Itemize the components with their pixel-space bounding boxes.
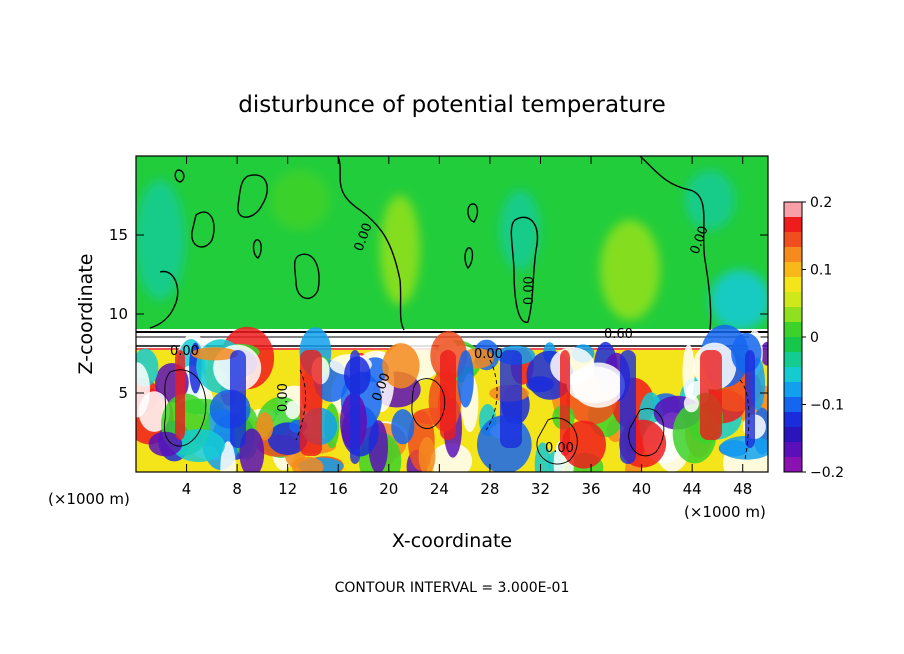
chart-title: disturbunce of potential temperature: [238, 92, 666, 118]
contour-label: 0.00: [276, 383, 291, 412]
field-plume: [230, 350, 246, 448]
y-axis-label: Z-coordinate: [75, 254, 97, 375]
x-tick-label: 40: [632, 480, 651, 498]
field-plume: [350, 350, 360, 464]
x-tick-label: 16: [329, 480, 348, 498]
field-blob: [136, 362, 151, 418]
upper-field: [136, 156, 768, 332]
y-tick-label: 15: [109, 226, 128, 244]
colorbar-segment: [784, 442, 802, 458]
lower-contour-lines: [163, 359, 750, 465]
colorbar-segment: [784, 322, 802, 338]
colorbar-segment: [784, 262, 802, 278]
x-unit-left: (×1000 m): [48, 490, 130, 508]
x-tick-label: 36: [581, 480, 600, 498]
field-plume: [300, 350, 322, 456]
field-blob: [430, 442, 473, 472]
colorbar-tick-label: 0: [810, 330, 819, 346]
field-blob: [682, 344, 695, 400]
field-plume: [745, 350, 755, 448]
field-plume: [500, 350, 522, 448]
field-blob: [418, 437, 436, 472]
colorbar-ticks: 0.2 0.1 0 −0.1 −0.2: [802, 195, 844, 481]
contour-interval-note: CONTOUR INTERVAL = 3.000E-01: [335, 580, 570, 596]
field-plume: [700, 350, 722, 440]
y-tick-label: 5: [118, 384, 128, 402]
field-blob: [148, 431, 183, 457]
y-tick-label: 10: [109, 305, 128, 323]
x-tick-label: 44: [683, 480, 702, 498]
colorbar-segment: [784, 307, 802, 323]
field-blob: [292, 456, 324, 472]
field-blob: [534, 442, 551, 472]
colorbar-tick-label: −0.2: [810, 465, 844, 481]
x-tick-label: 8: [232, 480, 242, 498]
colorbar-segment: [784, 292, 802, 308]
colorbar-segment: [784, 202, 802, 218]
x-axis-label: X-coordinate: [392, 530, 512, 552]
colorbar: [784, 202, 802, 473]
upper-field-variations: [136, 170, 768, 330]
colorbar-segment: [784, 382, 802, 398]
lower-field-blobs: [136, 324, 768, 472]
x-unit-right: (×1000 m): [684, 503, 766, 521]
field-blob: [720, 435, 768, 460]
field-blob: [457, 350, 474, 408]
field-blob: [550, 347, 595, 385]
colorbar-segment: [784, 367, 802, 383]
colorbar-segment: [784, 457, 802, 473]
x-tick-label: 32: [531, 480, 550, 498]
plot-area: [136, 156, 768, 472]
contour-label: 0.60: [604, 327, 633, 342]
colorbar-segment: [784, 277, 802, 293]
x-tick-label: 12: [278, 480, 297, 498]
contour-label: 0.00: [522, 276, 537, 305]
colorbar-segment: [784, 352, 802, 368]
colorbar-segment: [784, 247, 802, 263]
colorbar-segment: [784, 217, 802, 233]
field-blob: [285, 400, 301, 420]
field-blob: [256, 412, 274, 441]
colorbar-tick-label: 0.2: [810, 195, 832, 211]
field-blob: [391, 409, 415, 445]
field-plume: [175, 350, 185, 440]
field-blob: [191, 347, 239, 361]
field-blob: [382, 343, 420, 389]
field-blob: [683, 394, 699, 413]
x-tick-label: 28: [480, 480, 499, 498]
colorbar-segment: [784, 397, 802, 413]
colorbar-segment: [784, 232, 802, 248]
colorbar-tick-label: −0.1: [810, 398, 844, 414]
contour-label: 0.00: [545, 441, 574, 456]
x-tick-label: 20: [379, 480, 398, 498]
colorbar-segment: [784, 337, 802, 353]
colorbar-segment: [784, 427, 802, 443]
field-blob: [172, 429, 225, 462]
contour-lines: [149, 156, 712, 331]
field-plume: [560, 350, 570, 456]
x-tick-label: 24: [430, 480, 449, 498]
contour-label: 0.00: [474, 347, 503, 362]
field-plume: [440, 350, 456, 440]
x-tick-label: 4: [182, 480, 192, 498]
field-plume: [620, 350, 636, 464]
x-axis-ticks: 4 8 12 16 20 24 28 32 36 40 44 48: [182, 156, 752, 498]
contour-label: 0.00: [170, 344, 199, 359]
y-axis-ticks: 5 10 15: [109, 226, 768, 402]
colorbar-tick-label: 0.1: [810, 263, 832, 279]
colorbar-segment: [784, 412, 802, 428]
x-tick-label: 48: [733, 480, 752, 498]
